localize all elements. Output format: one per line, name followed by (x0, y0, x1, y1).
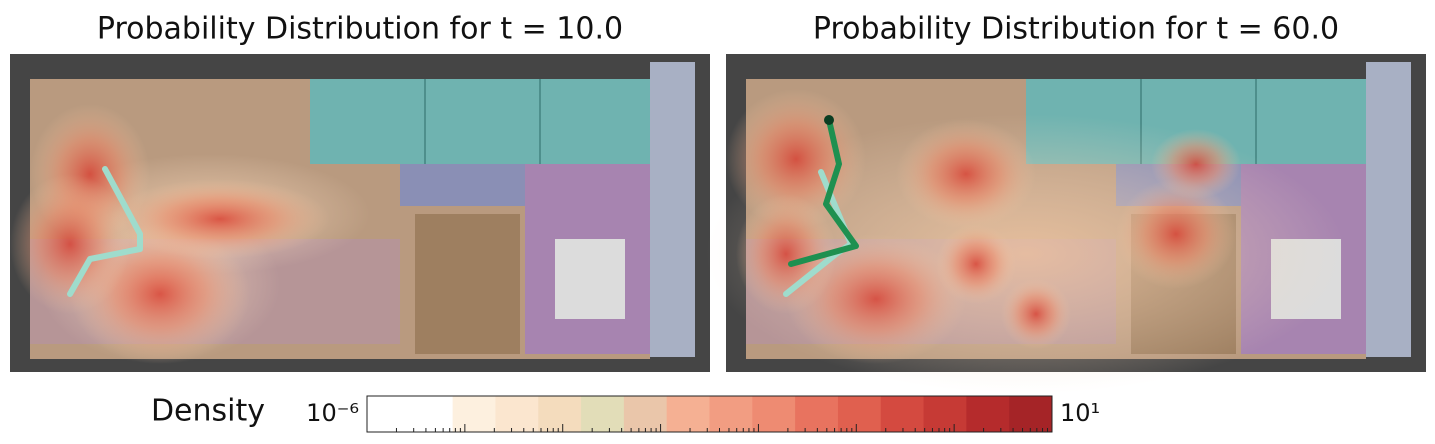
colorbar-segment (837, 396, 882, 432)
trajectory (788, 117, 859, 267)
panel (9, 53, 711, 373)
density-blob (736, 194, 836, 314)
tick-label: 10¹ (1060, 399, 1100, 427)
colorbar-segment (966, 396, 1010, 432)
colorbar-segment (923, 396, 967, 432)
density-blob (1001, 279, 1071, 349)
density-blob (10, 174, 130, 314)
density-blob (1116, 179, 1236, 289)
colorbar-segment (1009, 396, 1053, 432)
colorbar-segment (666, 396, 710, 432)
density-blob (896, 119, 1036, 229)
colorbar-segment (880, 396, 925, 432)
density-blob (936, 224, 1016, 304)
colorbar-segment (795, 396, 839, 432)
colorbar-frame (366, 395, 1053, 433)
panel-title: Probability Distribution for t = 10.0 (97, 12, 623, 47)
colorbar-segment (409, 396, 454, 432)
trajectory-start (824, 115, 834, 125)
colorbar-segment (495, 396, 539, 432)
colorbar-segment (581, 396, 625, 432)
colorbar-segment (538, 396, 582, 432)
colorbar-label: Density (151, 394, 265, 429)
colorbar-segment (623, 396, 668, 432)
density-blob (1151, 129, 1241, 199)
colorbar-segment (452, 396, 496, 432)
colorbar-segment (752, 396, 796, 432)
colorbar-segment (709, 396, 753, 432)
density-blob (110, 179, 330, 259)
trajectory (67, 166, 143, 297)
colorbar-segment (367, 396, 411, 432)
tick-label: 10⁻⁶ (306, 399, 359, 427)
panel (706, 53, 1427, 394)
panel-title: Probability Distribution for t = 60.0 (813, 12, 1339, 47)
